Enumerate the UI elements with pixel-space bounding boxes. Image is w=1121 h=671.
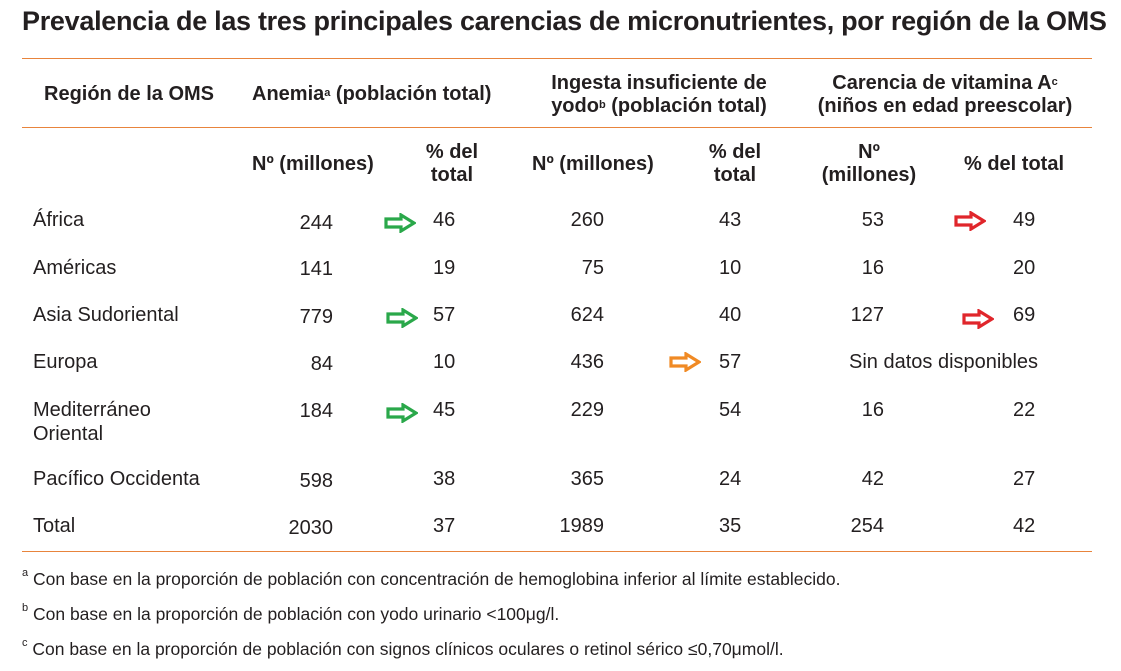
cell-region: Total <box>33 515 76 537</box>
header-anemia-rest: (población total) <box>330 83 492 105</box>
cell-vita-n: 42 <box>861 468 884 490</box>
cell-anemia-n: 779 <box>299 306 333 328</box>
cell-iodine-n: 624 <box>570 304 604 326</box>
cell-anemia-n: 141 <box>299 258 333 280</box>
sub-vita-n-2: (millones) <box>821 164 917 186</box>
cell-iodine-pct: 43 <box>719 209 742 231</box>
cell-anemia-pct: 10 <box>433 351 456 373</box>
sub-anemia-pct-1: % del <box>425 141 479 163</box>
arrow-orange-icon <box>669 352 701 372</box>
header-vita-line1-pre: Carencia de vitamina A <box>832 72 1052 94</box>
cell-anemia-n: 598 <box>299 470 333 492</box>
footnote-b-text: Con base en la proporción de población c… <box>28 604 560 624</box>
cell-iodine-pct: 57 <box>719 351 742 373</box>
footnote-c-text: Con base en la proporción de población c… <box>27 639 784 659</box>
cell-iodine-n: 260 <box>570 209 604 231</box>
sub-vita-pct: % del total <box>964 153 1065 175</box>
sub-anemia-pct-2: total <box>430 164 474 186</box>
cell-vita-pct: 22 <box>1013 399 1036 421</box>
cell-region: Europa <box>33 351 98 373</box>
sub-anemia-pct: % del total <box>424 141 480 187</box>
cell-region: Mediterráneo Oriental <box>33 398 151 446</box>
header-vita-line2: (niños en edad preescolar) <box>817 95 1073 117</box>
cell-anemia-n: 184 <box>299 400 333 422</box>
cell-region: Américas <box>33 257 117 279</box>
cell-vita-n: 254 <box>850 515 884 537</box>
cell-iodine-pct: 54 <box>719 399 742 421</box>
table-title: Prevalencia de las tres principales care… <box>22 6 1107 36</box>
footnote-b: b Con base en la proporción de población… <box>22 602 560 625</box>
header-anemia: Anemiaa (población total) <box>252 83 491 106</box>
header-iodine-sup: b <box>598 99 606 111</box>
cell-anemia-n: 84 <box>310 353 333 375</box>
sub-iodine-pct: % del total <box>707 141 763 187</box>
header-vita-line1: Carencia de vitamina Ac <box>812 72 1078 95</box>
cell-region: África <box>33 209 85 231</box>
cell-vita-pct: 42 <box>1013 515 1036 537</box>
header-iodine-line2: yodob (población total) <box>541 95 777 118</box>
cell-anemia-n: 2030 <box>288 517 334 539</box>
header-region: Región de la OMS <box>44 83 215 105</box>
arrow-red-icon <box>962 309 994 329</box>
header-vita-sup: c <box>1051 76 1058 88</box>
footnote-c: c Con base en la proporción de población… <box>22 637 784 660</box>
cell-vita-pct: 49 <box>1013 209 1036 231</box>
cell-iodine-n: 365 <box>570 468 604 490</box>
cell-region: Pacífico Occidenta <box>33 468 200 490</box>
cell-vita-n: 53 <box>861 209 884 231</box>
arrow-green-icon <box>384 213 416 233</box>
header-iodine: Ingesta insuficiente de yodob (población… <box>541 72 777 118</box>
header-iodine-line1: Ingesta insuficiente de <box>551 72 767 94</box>
cell-region: Asia Sudoriental <box>33 304 179 326</box>
cell-iodine-pct: 10 <box>719 257 742 279</box>
cell-iodine-pct: 40 <box>719 304 742 326</box>
cell-iodine-n: 1989 <box>559 515 605 537</box>
cell-anemia-pct: 57 <box>433 304 456 326</box>
sub-anemia-n: Nº (millones) <box>252 153 374 175</box>
cell-vita-n: 16 <box>861 257 884 279</box>
header-anemia-sup: a <box>324 87 331 99</box>
header-iodine-line2-post: (población total) <box>605 95 767 117</box>
footnote-a-mark: a <box>22 567 29 580</box>
cell-iodine-pct: 35 <box>719 515 742 537</box>
sub-iodine-pct-2: total <box>713 164 757 186</box>
cell-anemia-pct: 37 <box>433 515 456 537</box>
cell-iodine-n: 229 <box>570 399 604 421</box>
sub-vita-n: Nº (millones) <box>820 141 918 187</box>
cell-region-line1: Mediterráneo <box>33 399 151 421</box>
cell-vita-n: 16 <box>861 399 884 421</box>
arrow-green-icon <box>386 308 418 328</box>
cell-vita-pct: 27 <box>1013 468 1036 490</box>
footnote-a: a Con base en la proporción de población… <box>22 567 841 590</box>
header-iodine-line2-pre: yodo <box>551 95 599 117</box>
cell-anemia-pct: 19 <box>433 257 456 279</box>
cell-vita-na: Sin datos disponibles <box>849 351 1039 373</box>
cell-anemia-n: 244 <box>299 212 333 234</box>
cell-vita-n: 127 <box>850 304 884 326</box>
cell-iodine-n: 436 <box>570 351 604 373</box>
header-anemia-label: Anemia <box>252 83 325 105</box>
arrow-green-icon <box>386 403 418 423</box>
cell-region-line2: Oriental <box>33 423 104 445</box>
footnote-b-mark: b <box>22 602 29 615</box>
footnote-a-text: Con base en la proporción de población c… <box>28 569 841 589</box>
cell-iodine-n: 75 <box>581 257 604 279</box>
cell-anemia-pct: 46 <box>433 209 456 231</box>
cell-iodine-pct: 24 <box>719 468 742 490</box>
cell-vita-pct: 69 <box>1013 304 1036 326</box>
header-rule <box>22 127 1092 128</box>
cell-anemia-pct: 45 <box>433 399 456 421</box>
cell-anemia-pct: 38 <box>433 468 456 490</box>
bottom-rule <box>22 551 1092 552</box>
arrow-red-icon <box>954 211 986 231</box>
sub-iodine-n: Nº (millones) <box>532 153 654 175</box>
cell-vita-pct: 20 <box>1013 257 1036 279</box>
sub-vita-n-1: Nº <box>858 141 880 163</box>
footnote-c-mark: c <box>22 637 28 650</box>
top-rule <box>22 58 1092 59</box>
sub-iodine-pct-1: % del <box>708 141 762 163</box>
header-vitamin-a: Carencia de vitamina Ac (niños en edad p… <box>812 72 1078 118</box>
